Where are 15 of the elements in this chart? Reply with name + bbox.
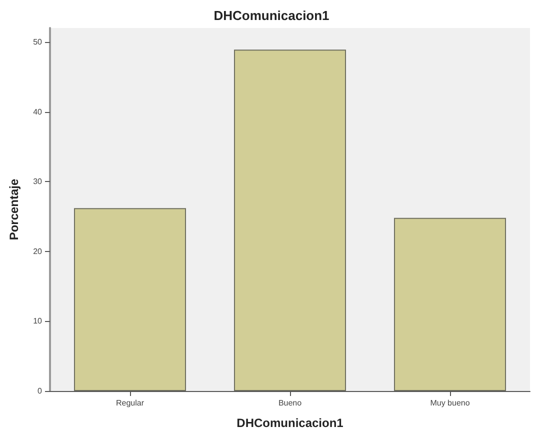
y-tick-label: 10 [33,316,43,326]
y-tick-label: 40 [33,107,43,116]
x-axis-title: DHComunicacion1 [236,416,344,430]
y-axis-title: Porcentaje [7,178,21,240]
bar [394,218,506,391]
x-tick-label: Regular [116,398,144,408]
chart-title: DHComunicacion1 [214,8,330,23]
x-tick-label: Bueno [278,398,302,408]
y-tick-label: 0 [38,386,43,396]
bar [74,208,186,391]
y-tick-label: 30 [33,177,43,186]
x-tick-label: Muy bueno [430,398,470,408]
y-tick-label: 50 [33,37,43,46]
bar [234,50,346,391]
y-tick-label: 20 [33,246,43,256]
